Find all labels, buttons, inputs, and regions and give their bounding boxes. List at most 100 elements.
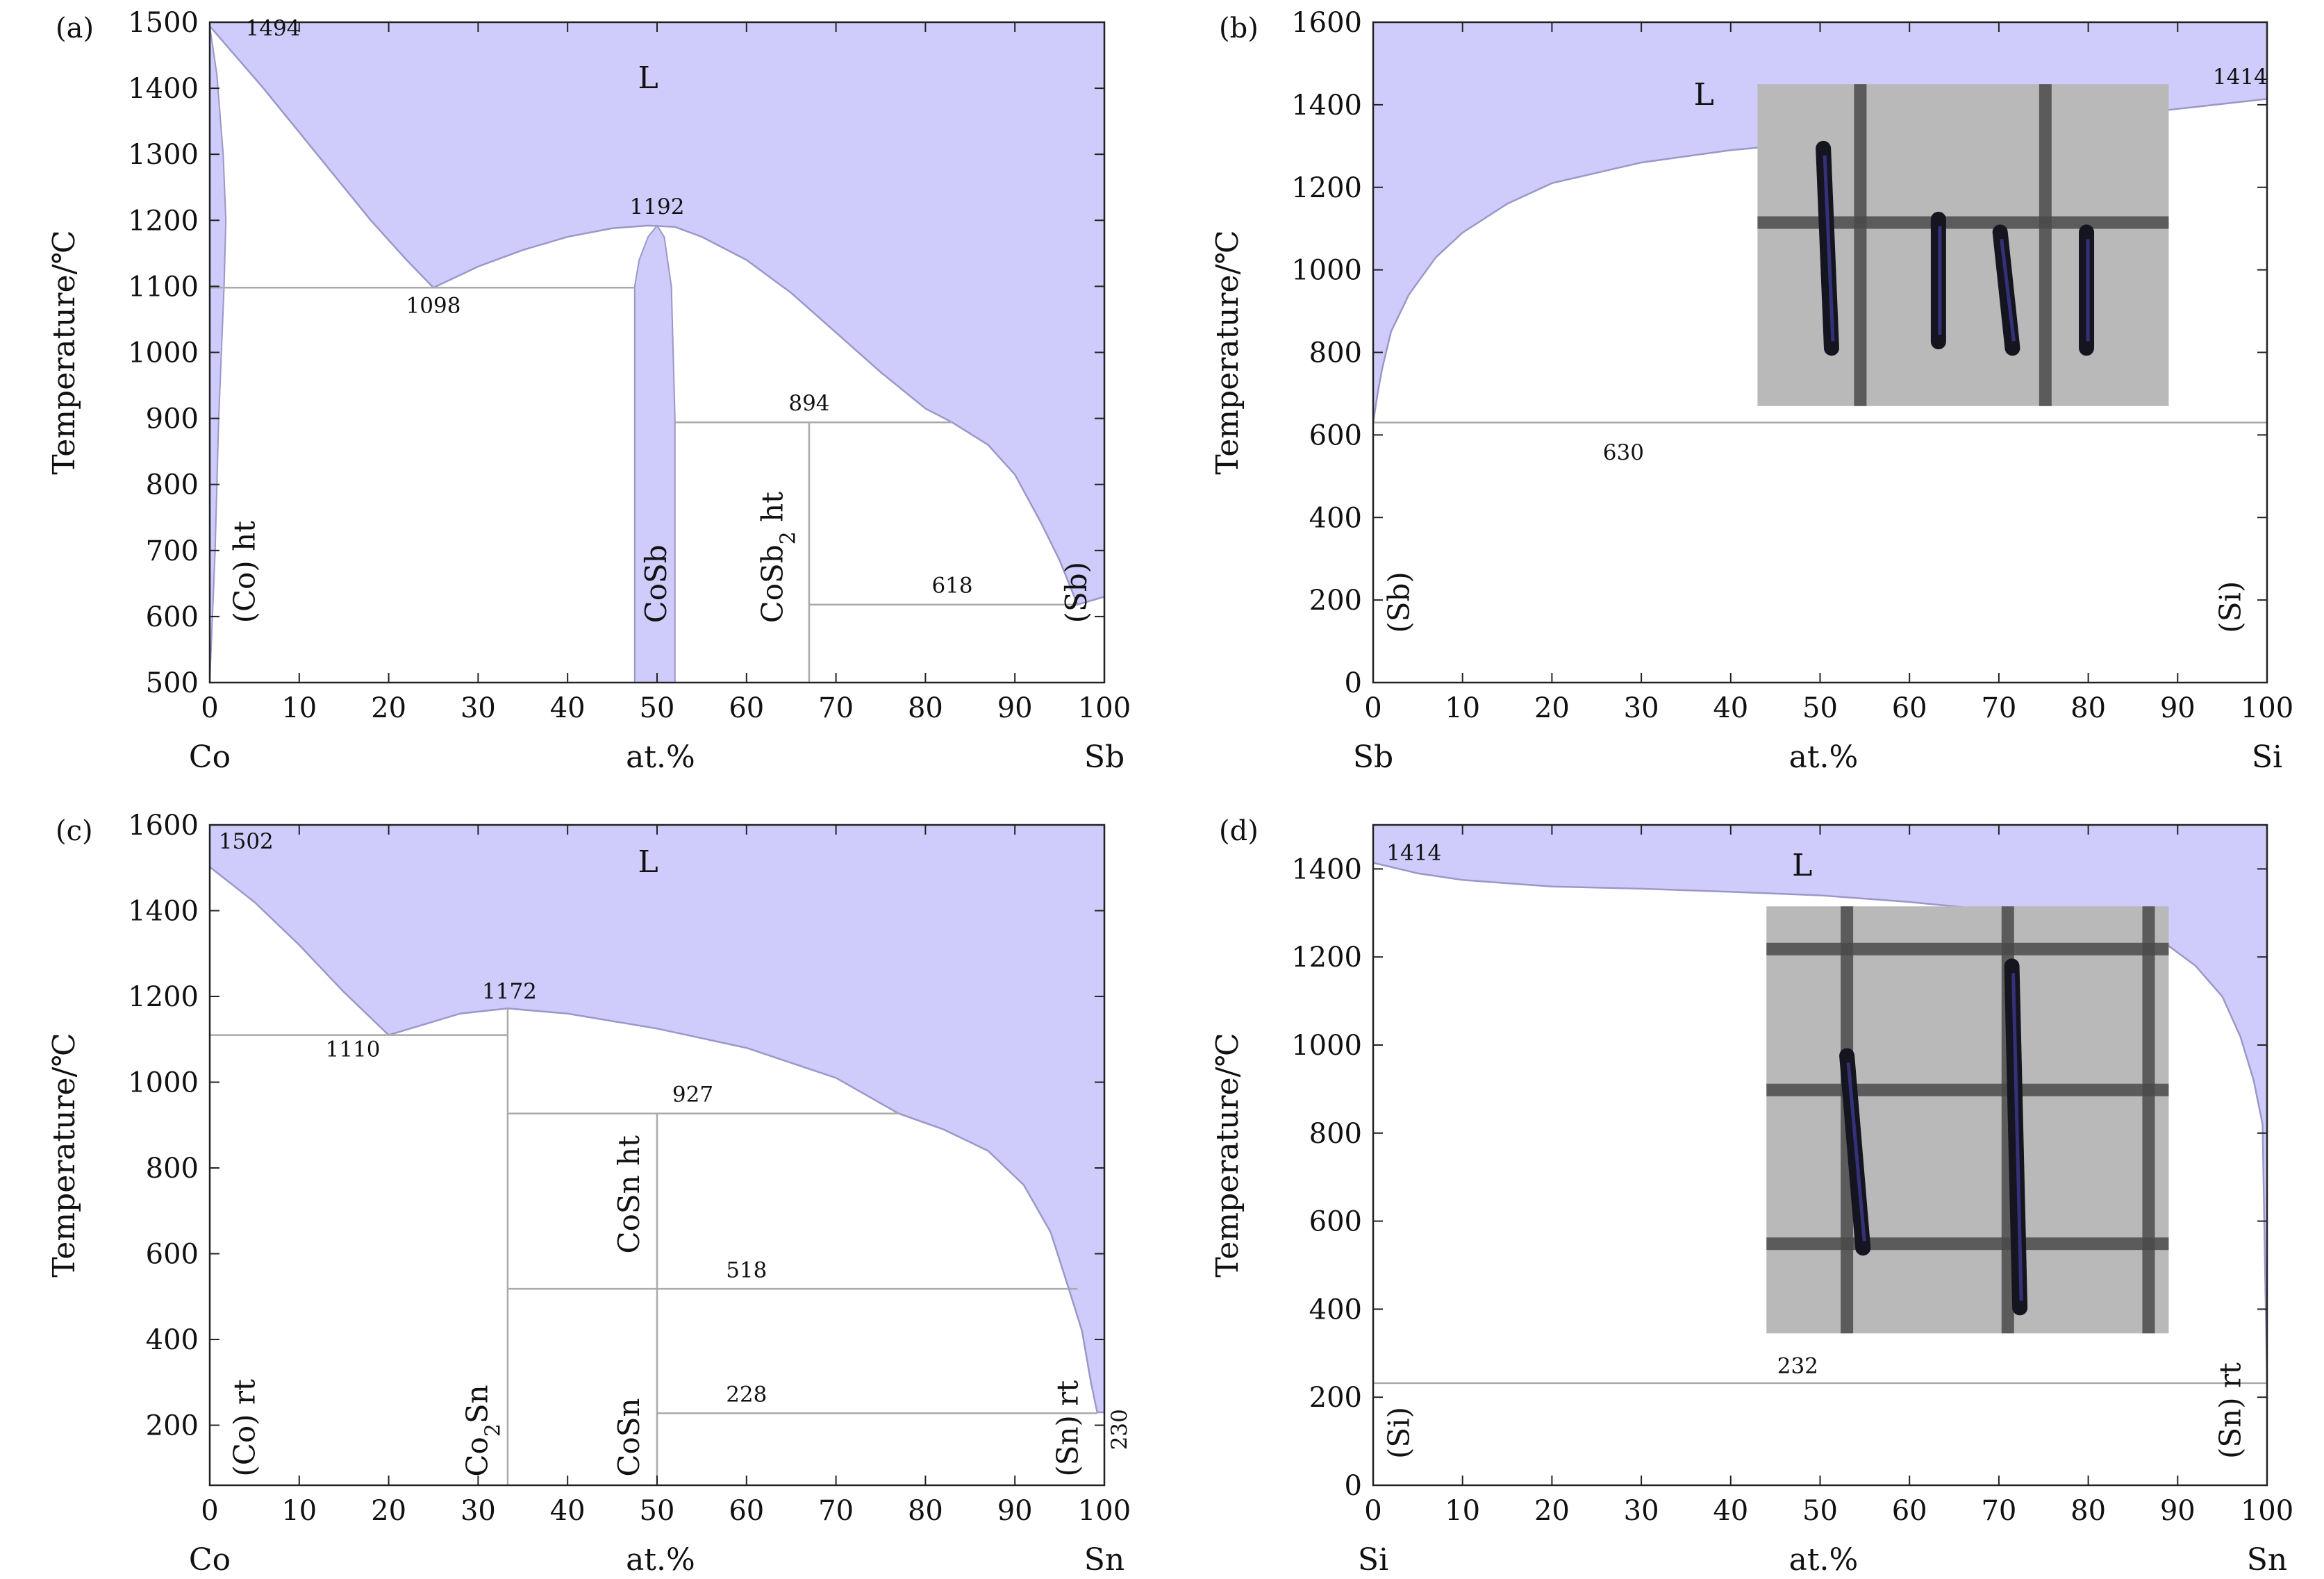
phase-region-1: [633, 224, 676, 683]
y-tick-label: 700: [146, 535, 199, 567]
panel-label: (b): [1219, 12, 1259, 44]
x-tick-label: 30: [1624, 1495, 1659, 1527]
liquid-label: L: [1694, 77, 1714, 112]
y-tick-label: 0: [1345, 1470, 1362, 1502]
x-tick-label: 20: [371, 692, 406, 724]
phase-label: Co2Sn: [460, 1385, 505, 1476]
y-tick-label: 600: [146, 1239, 199, 1271]
x-tick-label: 20: [371, 1495, 406, 1527]
y-tick-label: 1400: [1291, 853, 1362, 885]
y-tick-label: 200: [146, 1410, 199, 1442]
x-tick-label: 10: [281, 692, 317, 724]
liquid-region: [1373, 825, 2267, 1383]
x-tick-label: 30: [1624, 692, 1659, 724]
y-tick-label: 400: [1309, 1294, 1362, 1326]
liquid-region: [210, 22, 1104, 605]
inset-crystal-highlight: [2011, 973, 2023, 1301]
panel-label: (a): [56, 12, 94, 44]
right-element-label: Sn: [2247, 1542, 2287, 1578]
x-tick-label: 80: [908, 1495, 943, 1527]
x-tick-label: 100: [2241, 1495, 2293, 1527]
inset-grid-line-v: [2142, 906, 2155, 1334]
x-axis-title: at.%: [1789, 1542, 1859, 1578]
y-tick-label: 500: [146, 667, 199, 699]
y-tick-label: 1600: [128, 810, 199, 842]
phase-label: (Sn) rt: [1050, 1380, 1084, 1477]
temperature-annotation: 1414: [1386, 841, 1441, 866]
temperature-annotation: 232: [1777, 1353, 1818, 1378]
x-tick-label: 10: [281, 1495, 317, 1527]
y-tick-label: 1100: [128, 271, 199, 303]
inset-grid-line-h: [1766, 1237, 2169, 1251]
phase-label: CoSn: [612, 1398, 646, 1476]
y-tick-label: 1200: [1291, 942, 1362, 974]
y-tick-label: 1000: [1291, 255, 1362, 287]
x-axis-title: at.%: [626, 1542, 695, 1578]
y-tick-label: 1400: [128, 73, 199, 105]
liquid-region: [210, 825, 1104, 1413]
y-tick-label: 400: [146, 1324, 199, 1356]
temperature-annotation: 618: [931, 574, 972, 599]
phase-label: CoSb: [639, 544, 673, 623]
temperature-annotation: 1494: [246, 16, 301, 41]
liquid-label: L: [638, 60, 658, 96]
inset-grid-line-v: [1854, 84, 1867, 406]
temperature-annotation: 1502: [219, 829, 274, 854]
y-tick-label: 1200: [128, 205, 199, 237]
inset-grid-line-v: [2039, 84, 2052, 406]
y-tick-label: 800: [146, 469, 199, 501]
x-tick-label: 20: [1534, 692, 1570, 724]
y-tick-label: 1200: [1291, 172, 1362, 204]
x-tick-label: 70: [1981, 692, 2016, 724]
x-tick-label: 50: [640, 1495, 675, 1527]
y-tick-label: 800: [1309, 1118, 1362, 1150]
y-tick-label: 1400: [1291, 90, 1362, 122]
x-tick-label: 40: [550, 692, 586, 724]
inset-photo: [1757, 84, 2169, 406]
x-tick-label: 80: [2070, 1495, 2106, 1527]
inset-crystal-highlight: [2000, 239, 2016, 342]
x-tick-label: 40: [1713, 692, 1748, 724]
inset-photo-background: [1757, 84, 2169, 406]
x-tick-label: 100: [2241, 692, 2293, 724]
x-tick-label: 80: [908, 692, 943, 724]
panel-c: 0 10 20 30 40 50 60 70 80 90 100 200 400 600 800 1000 12…: [47, 810, 1132, 1578]
panel-a: 0 10 20 30 40 50 60 70 80 90 100 500 600 700 800 900 100…: [47, 7, 1131, 775]
x-tick-label: 50: [1802, 692, 1838, 724]
y-tick-label: 1300: [128, 139, 199, 171]
y-tick-label: 1000: [1291, 1030, 1362, 1062]
inset-crystal-highlight: [1823, 155, 1835, 342]
x-tick-label: 60: [729, 1495, 764, 1527]
inset-photo: [1766, 906, 2169, 1334]
temperature-annotation: 228: [726, 1382, 767, 1407]
phase-label: CoSb2 ht: [755, 492, 800, 624]
left-element-label: Si: [1358, 1542, 1388, 1578]
x-tick-label: 60: [1892, 1495, 1927, 1527]
left-element-label: Sb: [1353, 740, 1393, 775]
y-tick-label: 600: [1309, 419, 1362, 451]
y-tick-label: 800: [146, 1153, 199, 1185]
temperature-annotation: 927: [672, 1082, 713, 1107]
phase-label: (Co) ht: [227, 521, 261, 624]
inset-grid-line-h: [1766, 1083, 2169, 1096]
inset-grid-line-h: [1766, 942, 2169, 955]
x-axis-title: at.%: [1789, 740, 1859, 775]
temperature-annotation: 1098: [406, 293, 461, 318]
y-tick-label: 200: [1309, 585, 1362, 617]
y-axis-title: Temperature/℃: [47, 1033, 82, 1277]
y-tick-label: 0: [1345, 667, 1362, 699]
x-axis-title: at.%: [626, 740, 695, 775]
liquidus-line: [209, 866, 1104, 1414]
panel-d: 0 10 20 30 40 50 60 70 80 90 100020040060080010001…: [1210, 815, 2293, 1578]
panel-b: 0 10 20 30 40 50 60 70 80 90 100020040060080010001…: [1210, 7, 2293, 775]
x-tick-label: 30: [460, 1495, 496, 1527]
liquid-label: L: [638, 844, 658, 880]
phase-label: (Sn) rt: [2213, 1362, 2247, 1459]
x-tick-label: 100: [1078, 692, 1131, 724]
phase-label: (Sb): [1381, 571, 1416, 633]
inset-crystal-highlight: [1846, 1062, 1866, 1242]
phase-label: (Si): [2213, 581, 2247, 633]
x-tick-label: 0: [201, 1495, 218, 1527]
temperature-annotation: 1414: [2213, 65, 2268, 90]
